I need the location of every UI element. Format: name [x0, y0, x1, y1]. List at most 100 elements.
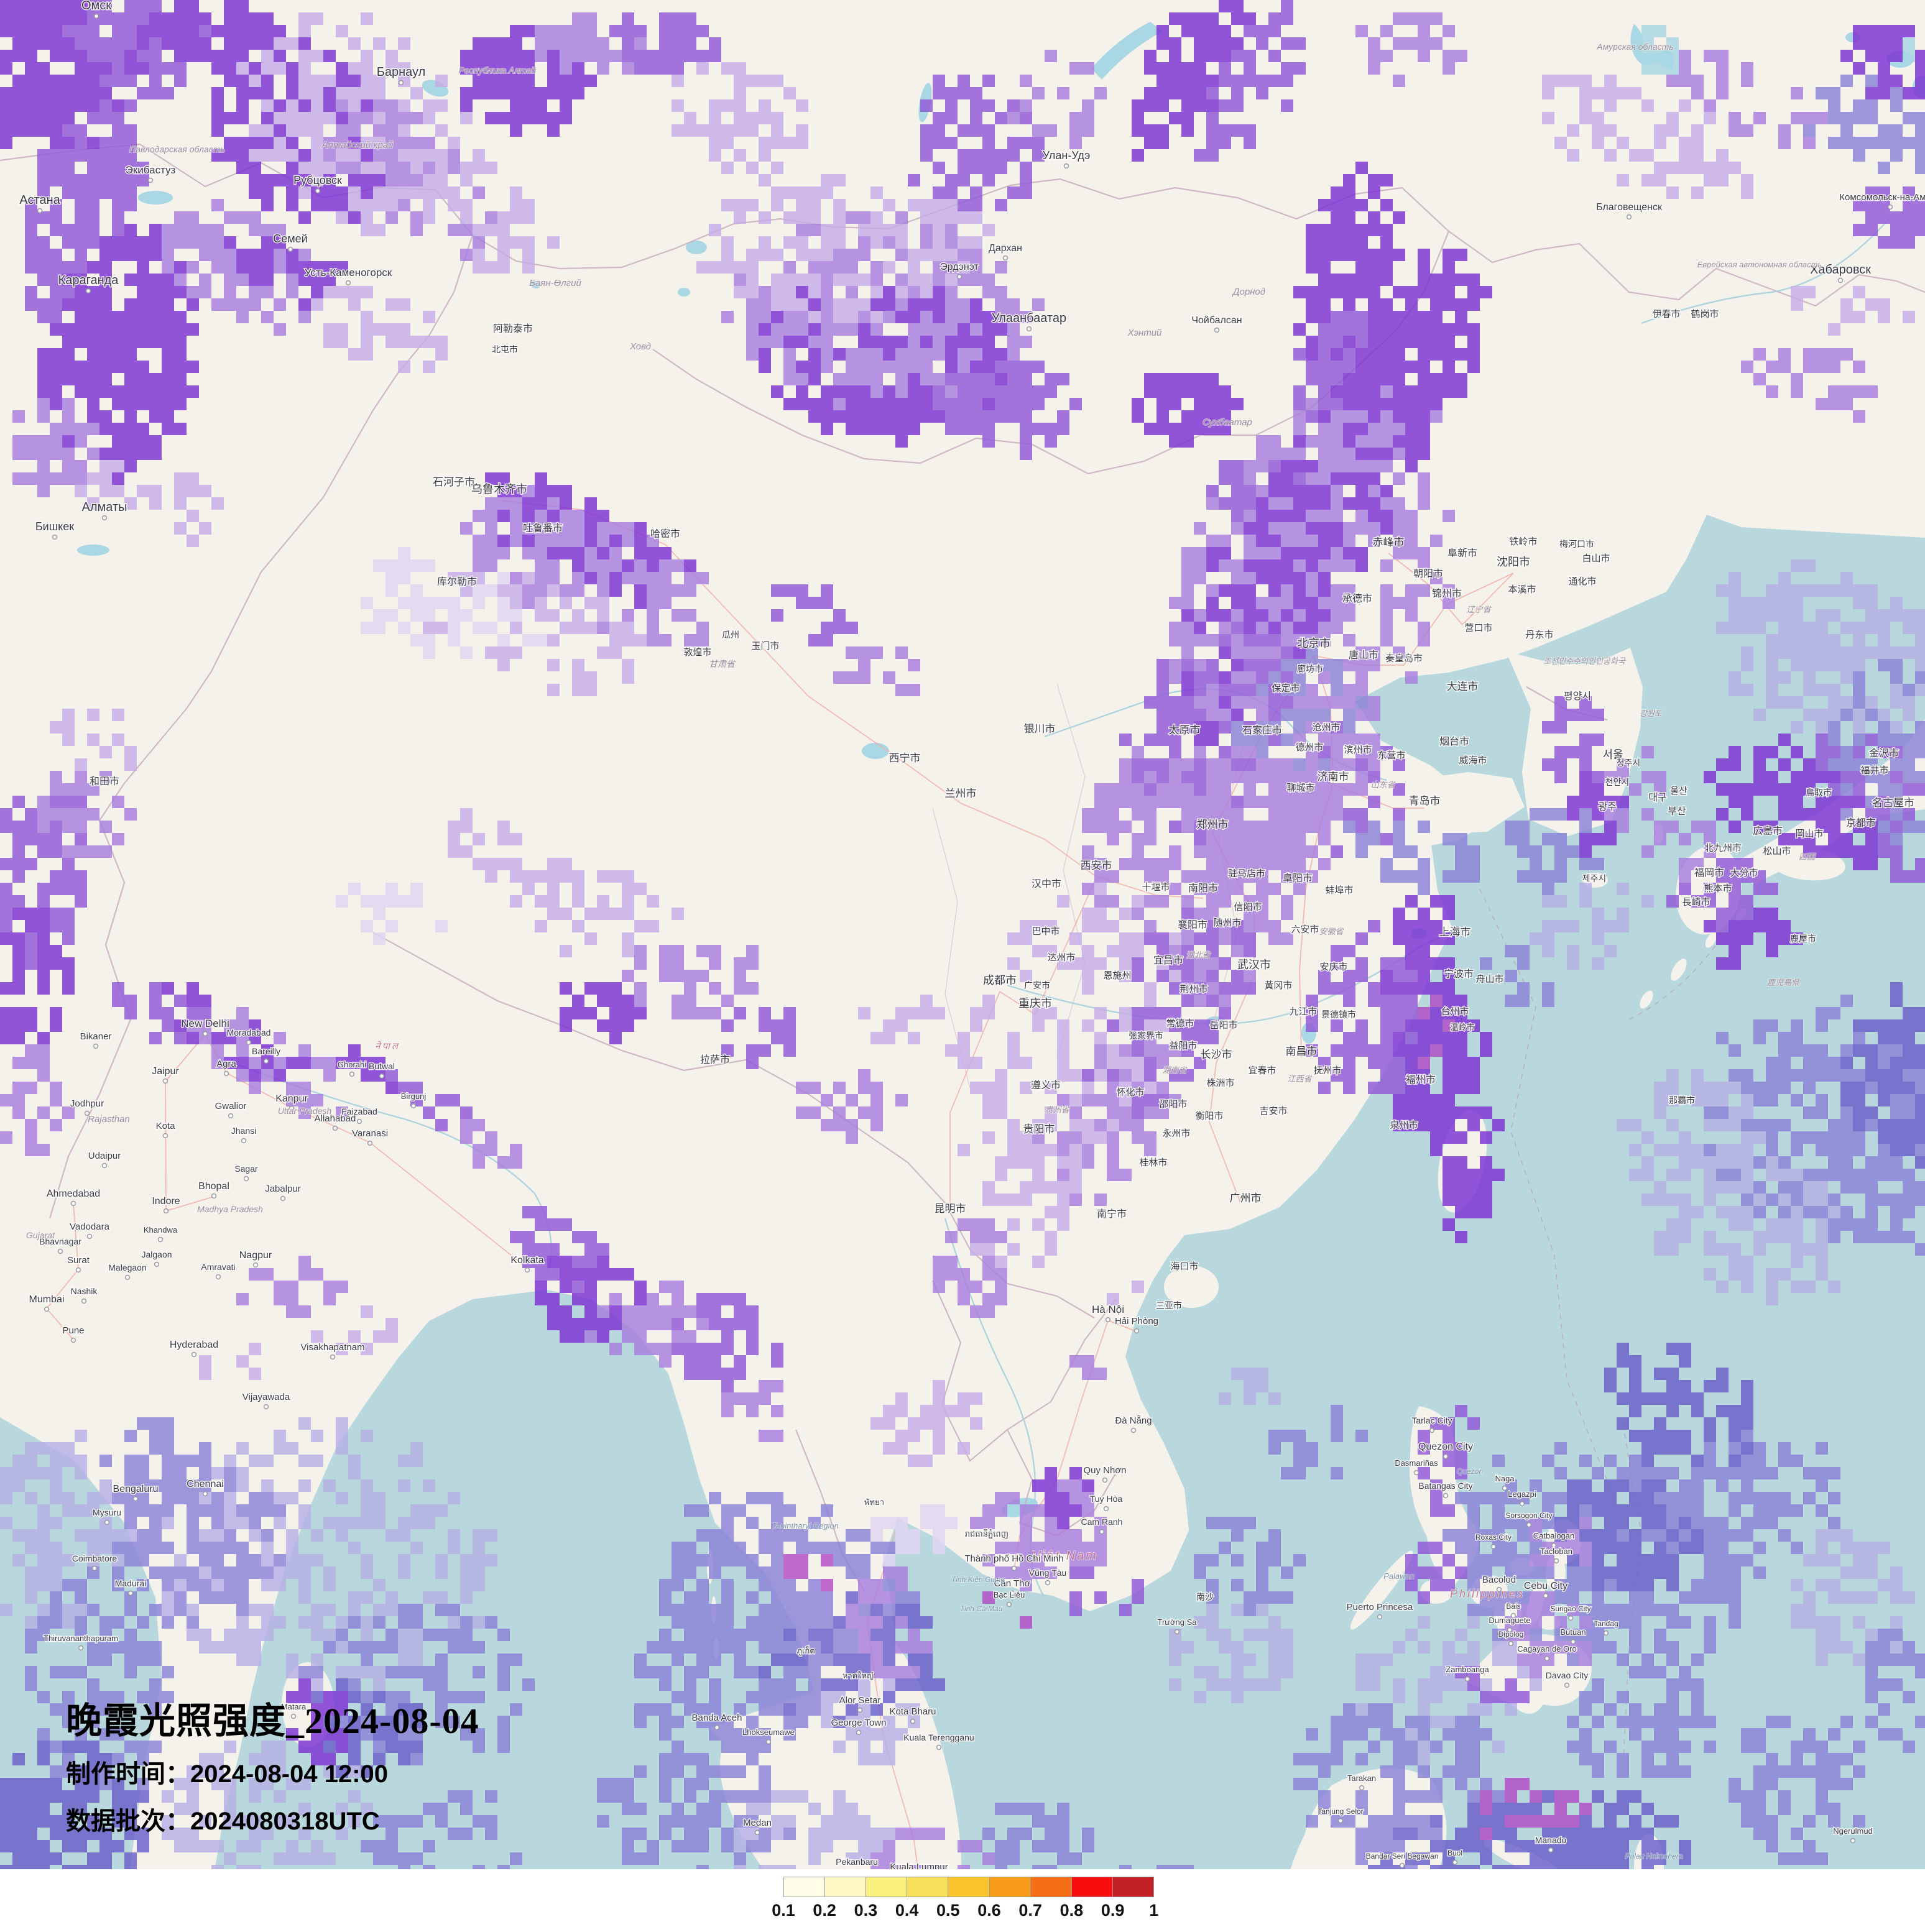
map-label: New Delhi	[181, 1018, 229, 1029]
map-label: Экибастуз	[126, 164, 176, 176]
map-label: 서울	[1602, 748, 1623, 761]
map-label: Trường Sa	[1158, 1617, 1198, 1627]
city-dot	[124, 1274, 131, 1281]
city-dot	[246, 1039, 252, 1046]
map-label: Bais	[1506, 1602, 1520, 1611]
data-batch-value: 2024080318UTC	[190, 1808, 380, 1835]
city-dot	[290, 1713, 297, 1719]
city-dot	[1519, 1501, 1525, 1507]
map-label: Philippines	[1450, 1588, 1525, 1600]
map-label: 阜阳市	[1283, 873, 1313, 884]
legend-cell	[1071, 1877, 1113, 1897]
city-dot	[70, 1200, 76, 1207]
city-dot	[127, 1590, 134, 1596]
labels-layer: Омск Барнаул Рубцовск Семей Усть-Каменогорск…	[19, 0, 1925, 1926]
map-label: Việt Nam	[1032, 1549, 1098, 1563]
map-label: 邵阳市	[1159, 1099, 1187, 1110]
city-dot	[289, 1105, 295, 1111]
legend-ticks: 0.1 0.2 0.3 0.4 0.5 0.6 0.7 0.8 0.9 1	[0, 1901, 1925, 1926]
map-label: 滨州市	[1344, 745, 1372, 755]
map-label: หาดใหญ่	[842, 1671, 874, 1680]
map-label: 海口市	[1170, 1261, 1198, 1272]
map-label: 大连市	[1447, 681, 1479, 692]
city-dot	[81, 1298, 87, 1304]
city-dot	[1045, 1580, 1051, 1586]
city-dot	[75, 1267, 81, 1273]
city-dot	[228, 1113, 234, 1119]
city-dot	[1850, 1838, 1856, 1844]
city-dot	[78, 1645, 84, 1651]
city-dot	[349, 1071, 355, 1077]
map-label: Chennai	[187, 1479, 224, 1489]
map-label: Еврейская автономная область	[1697, 260, 1822, 269]
map-label: Cam Ranh	[1081, 1517, 1123, 1527]
city-dot	[1399, 1862, 1405, 1869]
map-label: Хабаровск	[1810, 263, 1871, 277]
map-label: Vadodara	[70, 1221, 110, 1232]
map-label: 兰州市	[945, 788, 977, 799]
city-dot	[154, 1261, 160, 1267]
city-dot	[714, 1724, 720, 1731]
map-label: Coimbatore	[72, 1553, 118, 1563]
legend-colorbar	[783, 1877, 1154, 1897]
map-label: Thành phố Hồ Chí Minh	[964, 1553, 1063, 1564]
map-label: 北九州市	[1704, 843, 1742, 853]
city-dot	[1510, 1612, 1516, 1619]
map-label: Баян-Өлгий	[529, 278, 581, 288]
map-label: Караганда	[58, 274, 119, 287]
map-label: Malegaon	[108, 1263, 147, 1272]
map-label: Чойбалсан	[1191, 315, 1242, 326]
map-label: 广州市	[1230, 1192, 1262, 1204]
map-label: Семей	[273, 232, 307, 245]
map-label: 西宁市	[889, 752, 921, 764]
city-dot	[1130, 1427, 1137, 1433]
city-dot	[1526, 1522, 1532, 1528]
map-label: 名古屋市	[1872, 797, 1914, 809]
city-dot	[1837, 277, 1844, 283]
city-dot	[1133, 1328, 1140, 1334]
map-label: 岡山市	[1795, 829, 1823, 839]
map-label: 恩施州	[1103, 970, 1131, 981]
map-label: 银川市	[1024, 723, 1056, 735]
map-label: 三亚市	[1156, 1300, 1182, 1310]
legend-tick-label: 0.3	[854, 1901, 878, 1920]
map-label: Tỉnh Kiên Giang	[951, 1575, 1005, 1584]
map-label: Tuy Hòa	[1090, 1494, 1123, 1504]
legend-tick-label: 0.7	[1018, 1901, 1042, 1920]
city-dot	[330, 1354, 336, 1360]
map-label: 大分市	[1730, 868, 1758, 878]
map-label: 北屯市	[492, 344, 518, 354]
map-label: Tỉnh Cà Mau	[960, 1604, 1003, 1613]
city-dot	[1626, 214, 1632, 220]
map-label: 福岡市	[1694, 867, 1724, 878]
city-dot	[524, 1267, 530, 1273]
map-label: 西安市	[1081, 860, 1112, 872]
map-label: 江西省	[1287, 1074, 1313, 1083]
city-dot	[162, 1133, 168, 1139]
map-label: Bạc Liêu	[994, 1590, 1025, 1599]
map-label: 张家界市	[1129, 1031, 1163, 1041]
map-label: 吐鲁番市	[523, 523, 563, 534]
city-dot	[379, 1073, 385, 1079]
city-dot	[104, 1519, 110, 1525]
map-label: Kota	[156, 1121, 176, 1131]
map-label: 烟台市	[1439, 736, 1469, 747]
map-label: 青岛市	[1409, 795, 1441, 807]
city-dot	[1564, 1682, 1570, 1688]
city-dot	[85, 288, 91, 294]
map-label: Buol	[1447, 1849, 1462, 1857]
map-label: 四国	[1799, 852, 1816, 862]
map-label: 宁波市	[1444, 968, 1474, 980]
map-label: 辽宁省	[1466, 605, 1492, 614]
map-label: Quezon City	[1418, 1442, 1473, 1452]
city-dot	[287, 246, 293, 252]
map-label: 瓜州	[722, 630, 739, 640]
legend-cell	[948, 1877, 990, 1897]
legend-tick-label: 0.8	[1059, 1901, 1084, 1920]
city-dot	[1567, 1615, 1574, 1621]
map-label: 石家庄市	[1242, 725, 1282, 736]
map-label: 长沙市	[1201, 1049, 1232, 1060]
map-label: រាជធានីភ្នំពេញ	[965, 1529, 1009, 1539]
city-dot	[147, 177, 154, 183]
map-label: Hải Phòng	[1115, 1316, 1158, 1327]
